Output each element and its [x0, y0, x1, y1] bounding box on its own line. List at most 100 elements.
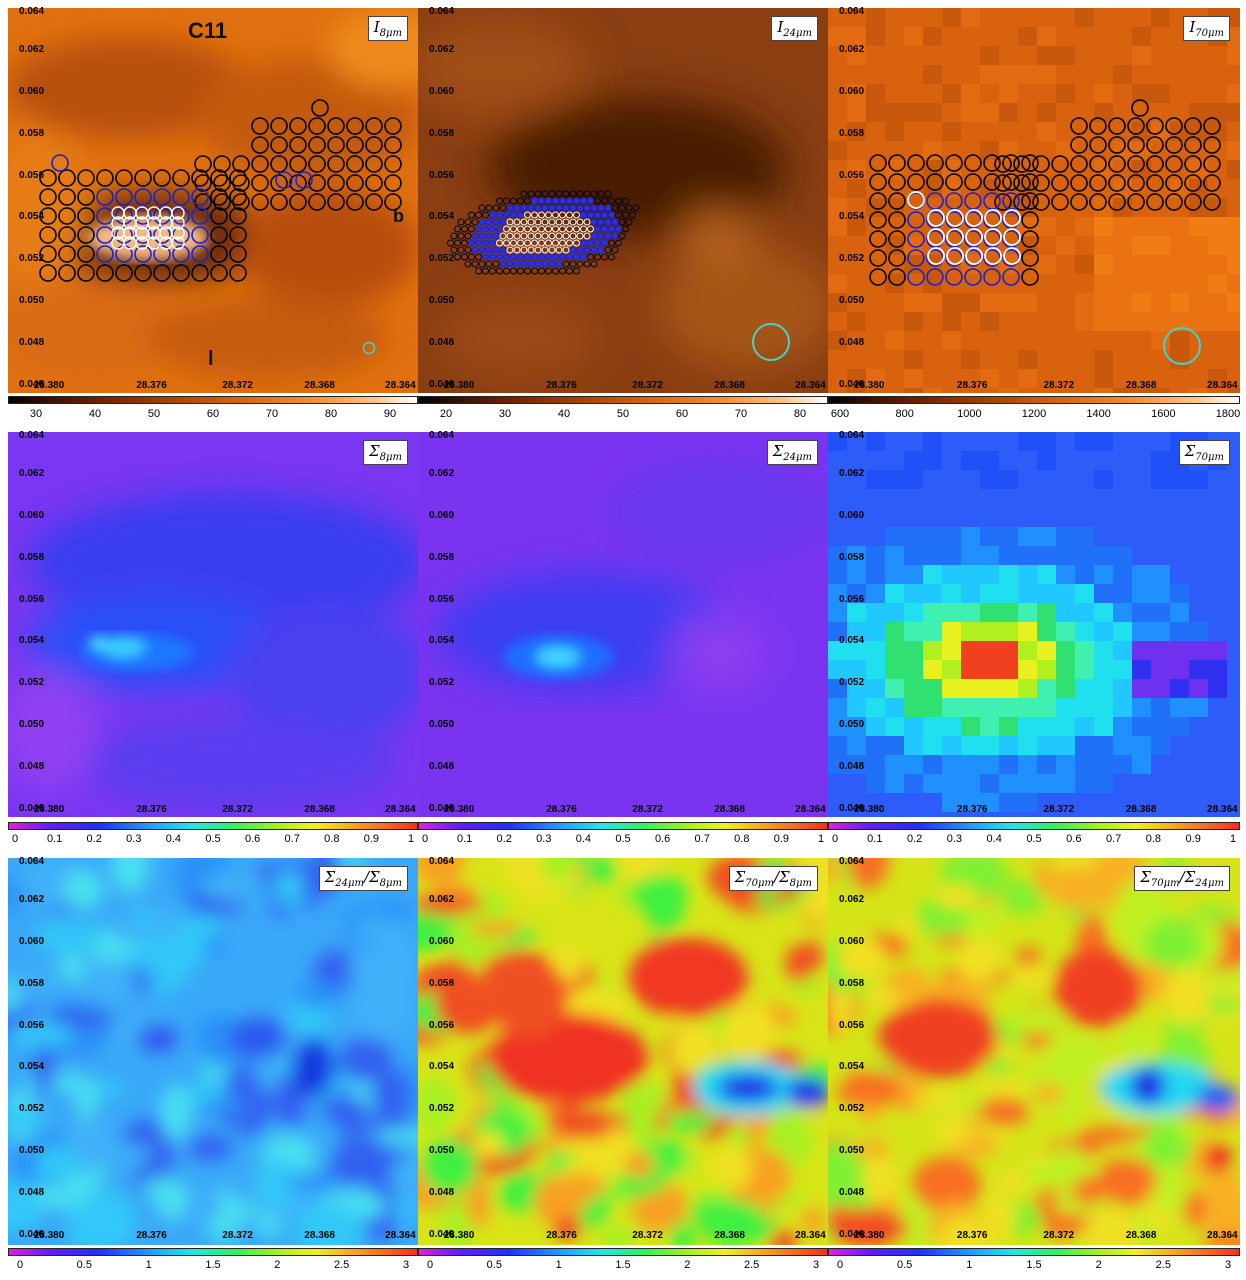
y-tick-label: 0.050	[839, 1145, 865, 1157]
colorbar-tick-label: 0.8	[734, 833, 750, 845]
colorbar-tick-label: 0	[421, 833, 429, 845]
colorbar-tick-label: 0.9	[773, 833, 790, 845]
panel-r24-8: Σ24μm/Σ8μm	[8, 858, 418, 1245]
y-tick-label: 0.046	[839, 1229, 865, 1240]
colorbar-tick-label: 0.4	[165, 833, 182, 845]
x-tick-label: 28.380	[33, 804, 65, 815]
s24-image	[418, 432, 828, 817]
y-tick-label: 0.064	[429, 6, 455, 17]
colorbar-tick-label: 0.9	[363, 833, 380, 845]
y-tick-label: 0.050	[19, 1145, 45, 1157]
y-tick-label: 0.056	[839, 593, 865, 605]
colorbar-tick-label: 1	[407, 833, 415, 845]
colorbar-tick-label: 1.5	[205, 1259, 221, 1271]
x-tick-label: 28.364	[795, 1230, 826, 1241]
colorbar-tick-label: 70	[265, 408, 279, 420]
x-tick-label: 28.376	[546, 804, 577, 815]
colorbar-tick-label: 0.4	[575, 833, 592, 845]
y-tick-label: 0.052	[19, 677, 45, 689]
y-tick-label: 0.060	[19, 509, 45, 521]
y-tick-label: 0.050	[429, 1145, 455, 1157]
y-tick-label: 0.060	[839, 509, 865, 521]
y-tick-label: 0.046	[429, 803, 455, 814]
panel-label-i8: I8μm	[367, 16, 408, 41]
colorbar-tick-label: 0.4	[986, 833, 1002, 845]
y-tick-label: 0.046	[19, 379, 45, 390]
colorbar-i70	[828, 396, 1240, 404]
x-tick-label: 28.368	[714, 804, 745, 815]
panel-s70: Σ70μm	[828, 432, 1240, 817]
y-tick-label: 0.056	[839, 169, 865, 181]
x-tick-label: 28.368	[714, 1230, 745, 1241]
colorbar-tick-label: 2.5	[334, 1259, 350, 1271]
colorbar-tick-label: 0.5	[205, 833, 221, 845]
colorbar-tick-label: 40	[557, 408, 571, 420]
x-tick-label: 28.368	[1125, 804, 1157, 815]
y-tick-label: 0.062	[429, 43, 455, 55]
y-tick-label: 0.060	[429, 509, 455, 521]
x-tick-label: 28.368	[304, 1230, 335, 1241]
colorbar-tick-label: 1400	[1086, 408, 1111, 420]
colorbar-tick-label: 90	[383, 408, 397, 420]
colorbar-s24	[418, 822, 828, 830]
y-tick-label: 0.064	[19, 856, 45, 867]
x-tick-label: 28.372	[632, 380, 663, 391]
colorbar-tick-label: 0.5	[615, 833, 631, 845]
panel-label-s70: Σ70μm	[1178, 440, 1230, 465]
x-tick-label: 28.380	[853, 804, 885, 815]
colorbar-tick-label: 0	[831, 833, 839, 845]
y-tick-label: 0.058	[19, 551, 45, 563]
x-tick-label: 28.372	[222, 1230, 253, 1241]
r70-24-image	[828, 858, 1240, 1245]
y-tick-label: 0.064	[839, 856, 865, 867]
y-tick-label: 0.054	[19, 635, 45, 647]
i70-image	[828, 8, 1240, 393]
y-tick-label: 0.060	[839, 85, 865, 97]
colorbar-tick-label: 0.3	[946, 833, 963, 845]
i8-markers	[39, 99, 402, 282]
colorbar-tick-label: 60	[675, 408, 689, 420]
y-tick-label: 0.046	[839, 379, 865, 390]
y-tick-label: 0.048	[19, 1187, 45, 1199]
y-tick-label: 0.056	[19, 593, 45, 605]
x-tick-label: 28.364	[1207, 804, 1238, 815]
y-tick-label: 0.048	[839, 337, 865, 349]
colorbar-tick-label: 3	[812, 1259, 820, 1271]
y-tick-label: 0.062	[429, 467, 455, 479]
y-tick-label: 0.060	[19, 85, 45, 97]
colorbar-tick-label: 0.6	[1066, 833, 1082, 845]
colorbar-tick-label: 0.7	[694, 833, 710, 845]
y-tick-label: 0.054	[429, 1061, 455, 1073]
panel-r70-24: Σ70μm/Σ24μm	[828, 858, 1240, 1245]
y-tick-label: 0.060	[429, 935, 455, 947]
y-tick-label: 0.058	[19, 127, 45, 139]
y-tick-label: 0.048	[429, 761, 455, 773]
colorbar-tick-label: 2.5	[1155, 1259, 1171, 1271]
y-tick-label: 0.056	[839, 1019, 865, 1031]
y-tick-label: 0.046	[19, 803, 45, 814]
y-tick-label: 0.046	[839, 803, 865, 814]
y-tick-label: 0.052	[839, 253, 865, 265]
y-tick-label: 0.056	[19, 1019, 45, 1031]
panel-label-r24-8: Σ24μm/Σ8μm	[318, 866, 408, 891]
y-tick-label: 0.064	[839, 6, 865, 17]
x-tick-label: 28.368	[304, 804, 335, 815]
panel-i70: I70μm	[828, 8, 1240, 393]
colorbar-tick-label: 0.9	[1185, 833, 1201, 845]
x-tick-label: 28.380	[853, 1230, 885, 1241]
colorbar-tick-label: 0.7	[284, 833, 300, 845]
y-tick-label: 0.058	[429, 977, 455, 989]
y-tick-label: 0.056	[429, 593, 455, 605]
colorbar-tick-label: 1	[555, 1259, 562, 1271]
y-tick-label: 0.054	[429, 211, 455, 223]
x-tick-label: 28.364	[1207, 380, 1238, 391]
colorbar-r70-24	[828, 1248, 1240, 1256]
x-tick-label: 28.372	[222, 804, 253, 815]
colorbar-tick-label: 0.2	[906, 833, 923, 845]
colorbar-tick-label: 0	[836, 1259, 844, 1271]
y-tick-label: 0.054	[429, 635, 455, 647]
y-tick-label: 0.048	[19, 761, 45, 773]
colorbar-tick-label: 1	[817, 833, 825, 845]
y-tick-label: 0.058	[19, 977, 45, 989]
y-tick-label: 0.052	[429, 253, 455, 265]
